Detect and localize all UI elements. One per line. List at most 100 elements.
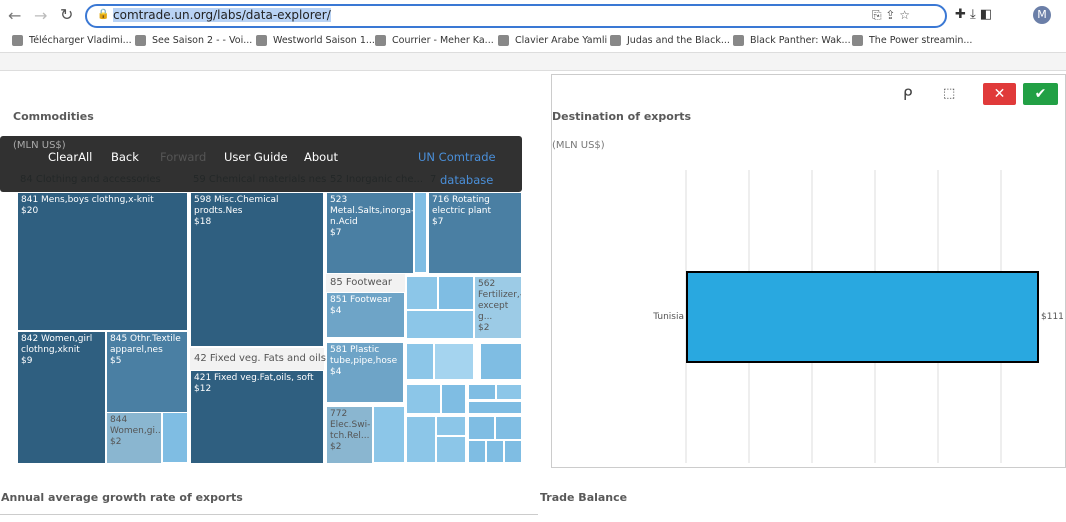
bookmark-icon — [375, 35, 386, 46]
treemap-tile[interactable]: 772 Elec.Swi-tch.Rel... $2 — [326, 406, 373, 464]
tile-name: 716 Rotating electric plant — [432, 195, 492, 216]
tile-value: $4 — [330, 306, 342, 316]
bookmark-icon — [135, 35, 146, 46]
bookmark-icon — [498, 35, 509, 46]
treemap-tile[interactable]: 562 Fertilizer,-except g... $2 — [474, 276, 522, 339]
tile-value: $20 — [21, 206, 39, 216]
profile[interactable]: M — [1033, 6, 1051, 24]
category-label: Tunisia — [652, 312, 684, 322]
tile-value: $2 — [478, 323, 490, 333]
treemap-tile[interactable] — [468, 401, 522, 414]
group-header: 85 Footwear — [326, 274, 405, 292]
section-title: Annual average growth rate of exports — [1, 491, 243, 504]
treemap-tile[interactable] — [468, 416, 495, 440]
tile-value: $2 — [110, 437, 122, 447]
tile-name: 841 Mens,boys clothng,x-knit — [21, 195, 154, 205]
treemap-tile[interactable] — [468, 384, 496, 400]
tile-value: $18 — [194, 217, 212, 227]
bookmark[interactable]: Black Panther: Wak... — [750, 35, 851, 46]
treemap-tile[interactable] — [504, 440, 522, 463]
bookmark-icon — [852, 35, 863, 46]
treemap-tile[interactable] — [406, 343, 434, 380]
bookmark[interactable]: Judas and the Black... — [627, 35, 730, 46]
destination-chart: Tunisia $111 — [652, 170, 1064, 463]
toolbar-item[interactable]: Forward — [160, 150, 207, 164]
tile-name: 844 Women,gi... — [110, 415, 162, 436]
back-button[interactable]: ← — [8, 6, 22, 25]
treemap-tile[interactable] — [406, 384, 441, 414]
treemap-tile[interactable] — [441, 384, 466, 414]
destination-unit: (MLN US$) — [552, 140, 605, 151]
brand-sub: database — [440, 173, 494, 187]
treemap-tile[interactable]: 851 Footwear $4 — [326, 292, 405, 338]
treemap-tile[interactable]: 581 Plastic tube,pipe,hose $4 — [326, 342, 404, 403]
treemap: 84 Clothing and accessories59 Chemical m… — [16, 170, 523, 464]
treemap-tile[interactable]: 421 Fixed veg.Fat,oils, soft $12 — [190, 370, 324, 464]
tile-value: $9 — [21, 356, 33, 366]
extension-icons[interactable]: ✚ ⤓ ◧ — [955, 7, 993, 22]
page-strip — [0, 53, 1066, 71]
bookmark[interactable]: Westworld Saison 1... — [273, 35, 375, 46]
tile-value: $5 — [110, 356, 122, 366]
treemap-tile[interactable]: 845 Othr.Textile apparel,nes $5 — [106, 331, 188, 413]
treemap-tile[interactable] — [406, 310, 474, 339]
reload-button[interactable]: ↻ — [60, 5, 74, 24]
treemap-tile[interactable]: 716 Rotating electric plant $7 — [428, 192, 522, 274]
bar[interactable] — [686, 271, 1039, 363]
treemap-tile[interactable]: 841 Mens,boys clothng,x-knit $20 — [17, 192, 188, 331]
bookmark[interactable]: The Power streamin... — [869, 35, 973, 46]
group-header: 42 Fixed veg. Fats and oils — [190, 348, 326, 370]
treemap-tile[interactable] — [414, 192, 427, 273]
treemap-tile[interactable]: 598 Misc.Chemical prodts.Nes $18 — [190, 192, 324, 347]
lasso-tool[interactable]: ᑭ — [903, 86, 913, 104]
url-text[interactable]: comtrade.un.org/labs/data-explorer/ — [113, 8, 331, 22]
tile-name: 845 Othr.Textile apparel,nes — [110, 334, 181, 355]
bookmark[interactable]: Clavier Arabe Yamli — [515, 35, 608, 46]
treemap-tile[interactable] — [496, 384, 522, 400]
commodities-title: Commodities — [13, 110, 94, 123]
bookmark-icon — [733, 35, 744, 46]
treemap-tile[interactable] — [373, 406, 405, 463]
treemap-tile[interactable]: 842 Women,girl clothng,xknit $9 — [17, 331, 106, 464]
cancel-button[interactable]: ✕ — [983, 83, 1016, 105]
tile-value: $12 — [194, 384, 212, 394]
tile-value: $7 — [432, 217, 444, 227]
bookmark[interactable]: Télécharger Vladimi... — [29, 35, 132, 46]
treemap-tile[interactable] — [438, 276, 474, 310]
tile-name: 772 Elec.Swi-tch.Rel... — [330, 409, 371, 441]
treemap-tile[interactable] — [495, 416, 522, 440]
bookmark-icon — [12, 35, 23, 46]
tile-name: 421 Fixed veg.Fat,oils, soft — [194, 373, 314, 383]
treemap-tile[interactable] — [436, 436, 466, 463]
select-tool[interactable]: ⬚ — [943, 86, 956, 101]
toolbar-item[interactable]: ClearAll — [48, 150, 93, 164]
bookmark-icon — [256, 35, 267, 46]
toolbar-item[interactable]: Back — [111, 150, 139, 164]
treemap-tile[interactable] — [436, 416, 466, 436]
treemap-tile[interactable] — [406, 416, 436, 463]
treemap-tile[interactable]: 523 Metal.Salts,inorga-n.Acid $7 — [326, 192, 414, 274]
treemap-tile[interactable] — [486, 440, 504, 463]
confirm-button[interactable]: ✔ — [1023, 83, 1058, 105]
treemap-tile[interactable] — [480, 343, 522, 380]
treemap-tile[interactable] — [468, 440, 486, 463]
toolbar-item[interactable]: User Guide — [224, 150, 288, 164]
bookmark[interactable]: Courrier - Meher Ka... — [392, 35, 494, 46]
bookmark[interactable]: See Saison 2 - - Voi... — [152, 35, 253, 46]
forward-button[interactable]: → — [34, 6, 48, 25]
tile-value: $2 — [330, 442, 342, 452]
treemap-tile[interactable]: 844 Women,gi... $2 — [106, 412, 162, 464]
toolbar-item[interactable]: About — [304, 150, 339, 164]
commodities-unit: (MLN US$) — [13, 140, 66, 151]
divider — [0, 514, 538, 515]
url-actions[interactable]: ⎘ ⇪ ☆ — [872, 8, 911, 22]
tile-name: 562 Fertilizer,-except g... — [478, 279, 522, 322]
tile-name: 523 Metal.Salts,inorga-n.Acid — [330, 195, 414, 227]
tile-name: 598 Misc.Chemical prodts.Nes — [194, 195, 279, 216]
treemap-tile[interactable] — [434, 343, 474, 380]
tile-name: 851 Footwear — [330, 295, 392, 305]
brand[interactable]: UN Comtrade — [418, 150, 496, 164]
treemap-tile[interactable] — [162, 412, 188, 463]
treemap-tile[interactable] — [406, 276, 438, 310]
